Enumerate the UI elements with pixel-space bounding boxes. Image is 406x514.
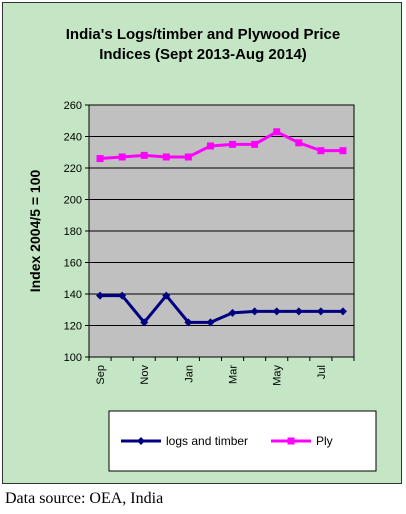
x-tick-label: Jan <box>183 365 195 383</box>
y-tick-label: 240 <box>64 132 82 144</box>
data-point <box>228 308 237 317</box>
legend-swatch-marker <box>287 437 295 445</box>
data-source-note: Data source: OEA, India <box>5 490 164 507</box>
legend-label: Ply <box>316 434 333 448</box>
data-point <box>316 307 325 316</box>
data-point <box>140 151 148 159</box>
data-point <box>96 155 104 163</box>
data-point <box>339 147 347 155</box>
series-line-ply <box>99 130 343 161</box>
x-tick-label: Sep <box>95 365 107 385</box>
chart-panel: India's Logs/timber and Plywood Price In… <box>2 2 402 484</box>
y-tick-label: 260 <box>64 100 82 112</box>
legend-label: logs and timber <box>166 434 248 448</box>
y-tick-label: 120 <box>64 321 82 333</box>
legend-swatch-marker <box>137 437 145 445</box>
data-point <box>251 140 259 148</box>
data-point <box>295 139 303 147</box>
data-point <box>206 318 215 327</box>
data-point <box>118 153 126 161</box>
data-point <box>184 318 193 327</box>
data-point <box>317 147 325 155</box>
data-point <box>184 153 192 161</box>
y-tick-label: 180 <box>64 226 82 238</box>
line-chart: 100 120 140 160 180 200 220 240 260 Sep Nov Jan Mar M… <box>27 100 377 472</box>
data-point <box>338 307 347 316</box>
data-point <box>140 318 149 327</box>
data-point <box>162 153 170 161</box>
x-tick-label: Nov <box>139 365 151 385</box>
data-point <box>206 142 214 150</box>
chart-title-line-2: Indices (Sept 2013-Aug 2014) <box>99 46 307 63</box>
data-point <box>118 291 127 300</box>
y-tick-label: 140 <box>64 289 82 301</box>
y-tick-label: 220 <box>64 163 82 175</box>
data-point <box>162 291 171 300</box>
chart-title-line-1: India's Logs/timber and Plywood Price <box>65 26 341 43</box>
data-point <box>229 140 237 148</box>
x-tick-label: Mar <box>228 365 240 384</box>
y-axis-label: Index 2004/5 = 100 <box>27 169 43 292</box>
chart-title: India's Logs/timber and Plywood Price In… <box>3 25 403 65</box>
y-tick-label: 160 <box>64 258 82 270</box>
data-point <box>272 307 281 316</box>
data-point <box>294 307 303 316</box>
data-point <box>250 307 259 316</box>
x-tick-label: May <box>272 365 284 386</box>
y-tick-label: 200 <box>64 195 82 207</box>
y-tick-label: 100 <box>64 352 82 364</box>
x-tick-label: Jul <box>316 365 328 379</box>
data-point <box>273 128 281 136</box>
data-point <box>96 291 105 300</box>
